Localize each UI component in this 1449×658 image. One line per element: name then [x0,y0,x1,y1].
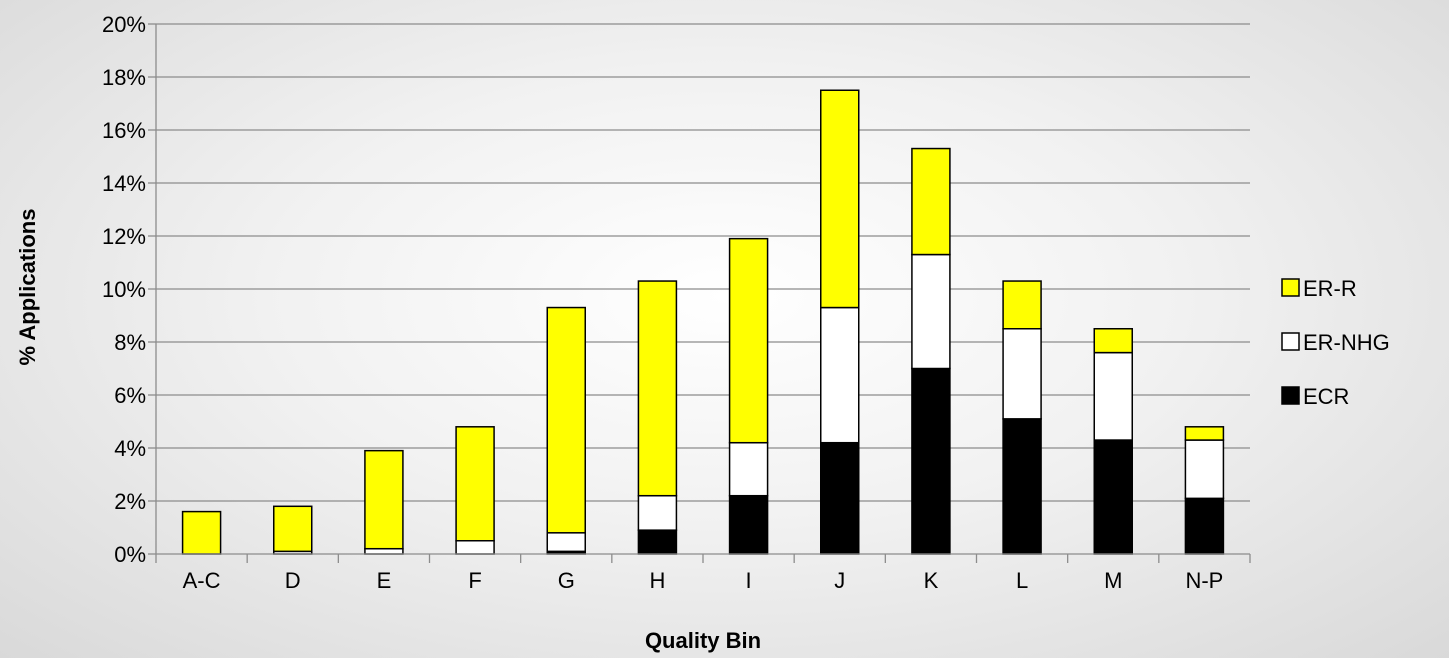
legend-swatch-er-r [1281,278,1300,297]
x-tick-label: J [834,568,845,593]
legend-swatch-er-nhg [1281,332,1300,351]
y-tick-label: 18% [102,65,146,90]
y-tick-label: 10% [102,277,146,302]
y-tick-label: 16% [102,118,146,143]
y-tick-label: 8% [114,330,146,355]
bar-er-r-d [273,505,313,553]
y-tick-label: 20% [102,12,146,37]
bar-er-nhg-h [637,494,678,531]
x-tick-label: A-C [183,568,221,593]
y-tick-label: 2% [114,489,146,514]
bar-ecr-m [1093,439,1133,555]
legend: ER-R ER-NHG ECR [1281,276,1390,409]
x-tick-label: M [1104,568,1122,593]
y-tick-label: 6% [114,383,146,408]
gridlines [148,23,1250,555]
bar-er-r-n-p [1184,426,1225,441]
bar-er-nhg-n-p [1184,439,1225,500]
y-tick-label: 4% [114,436,146,461]
legend-label-er-nhg: ER-NHG [1303,330,1390,355]
bars [181,89,1225,555]
y-axis-title: % Applications [15,209,40,366]
bar-ecr-n-p [1184,497,1225,555]
bar-er-r-i [728,237,769,444]
bar-er-nhg-e [364,547,404,555]
x-tick-label: N-P [1185,568,1223,593]
x-tick-label: I [746,568,752,593]
bar-er-nhg-f [455,540,495,555]
axes [155,24,1251,563]
bar-er-r-e [364,449,404,550]
y-tick-labels: 0% 2% 4% 6% 8% 10% 12% 14% 16% 18% 20% [102,12,146,567]
x-axis-title: Quality Bin [645,628,761,653]
legend-swatch-ecr [1281,386,1300,405]
bar-er-r-h [637,280,678,497]
x-tick-labels: A-C D E F G H I J K L M N-P [183,568,1224,593]
bar-er-r-k [911,147,951,256]
bar-er-nhg-g [546,532,586,553]
x-tick-label: H [649,568,665,593]
bar-ecr-l [1002,418,1042,555]
bar-ecr-h [637,529,678,555]
bar-ecr-j [820,441,860,555]
legend-label-ecr: ECR [1303,384,1349,409]
x-tick-label: F [468,568,481,593]
bar-er-r-g [546,306,586,534]
y-tick-label: 0% [114,542,146,567]
y-tick-label: 14% [102,171,146,196]
x-tick-label: L [1016,568,1028,593]
bar-er-nhg-j [820,306,860,444]
x-tick-label: G [558,568,575,593]
x-tick-label: E [377,568,392,593]
bar-er-r-j [820,89,860,309]
y-tick-label: 12% [102,224,146,249]
bar-er-nhg-l [1002,328,1042,420]
bar-er-nhg-i [728,441,769,497]
bar-er-nhg-k [911,253,951,370]
bar-er-r-a-c [181,510,222,555]
legend-label-er-r: ER-R [1303,276,1357,301]
bar-er-r-l [1002,280,1042,330]
bar-ecr-i [728,494,769,555]
bar-er-nhg-m [1093,351,1133,441]
bar-er-r-f [455,426,495,542]
bar-er-r-m [1093,328,1133,354]
x-tick-label: D [285,568,301,593]
bar-ecr-k [911,367,951,555]
x-tick-label: K [924,568,939,593]
